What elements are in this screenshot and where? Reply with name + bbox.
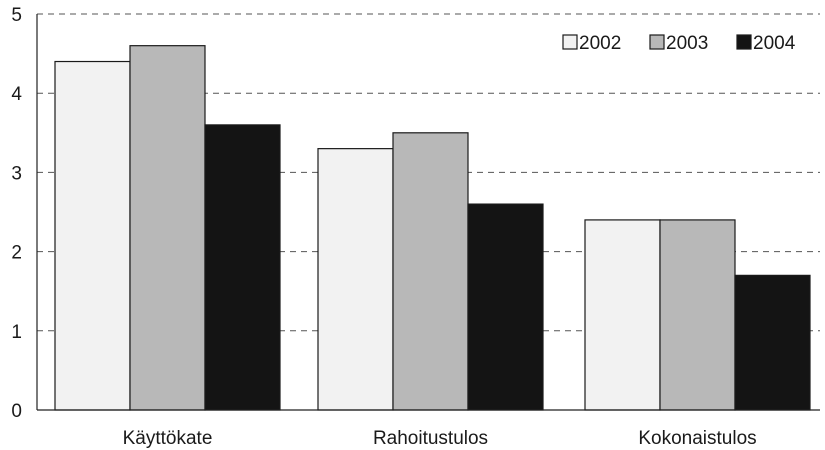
y-tick-label: 3 xyxy=(11,163,22,184)
y-tick-label: 2 xyxy=(11,243,22,264)
legend: 2002 2003 2004 xyxy=(562,33,796,54)
legend-swatch-2004 xyxy=(736,34,752,50)
axis-layer: 0 1 2 3 4 5 Käyttökate Rahoitustulos Kokonaistul… xyxy=(11,5,820,449)
y-tick-label: 4 xyxy=(11,84,22,105)
bars-layer xyxy=(54,45,811,411)
bar-2004-0 xyxy=(204,124,281,411)
legend-label-2004: 2004 xyxy=(753,33,796,54)
category-label: Kokonaistulos xyxy=(638,428,756,449)
legend-swatch-2003 xyxy=(649,34,665,50)
bar-2004-2 xyxy=(734,274,811,411)
y-tick-label: 0 xyxy=(11,401,22,422)
bar-2003-0 xyxy=(129,45,206,411)
bar-2003-1 xyxy=(392,132,469,411)
bar-2004-1 xyxy=(467,203,544,411)
bar-2002-1 xyxy=(317,148,394,411)
bar-2003-2 xyxy=(659,219,736,411)
y-tick-label: 5 xyxy=(11,5,22,26)
legend-label-2002: 2002 xyxy=(579,33,621,54)
legend-swatch-2002 xyxy=(562,34,578,50)
legend-label-2003: 2003 xyxy=(666,33,708,54)
bar-2002-0 xyxy=(54,60,131,411)
category-label: Rahoitustulos xyxy=(373,428,488,449)
bar-2002-2 xyxy=(584,219,661,411)
category-label: Käyttökate xyxy=(123,428,213,449)
y-tick-label: 1 xyxy=(11,322,22,343)
